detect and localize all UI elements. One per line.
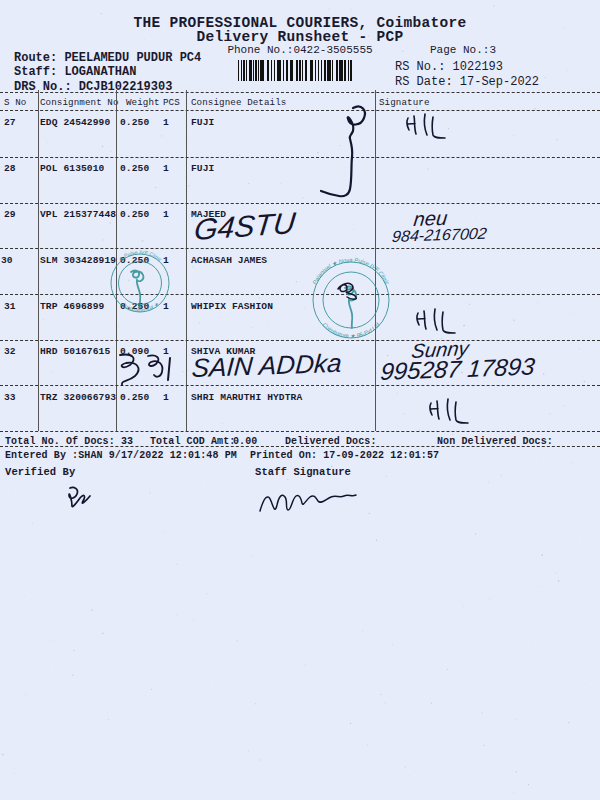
svg-text:★ Pulse IVF Clinic: ★ Pulse IVF Clinic bbox=[117, 249, 163, 263]
